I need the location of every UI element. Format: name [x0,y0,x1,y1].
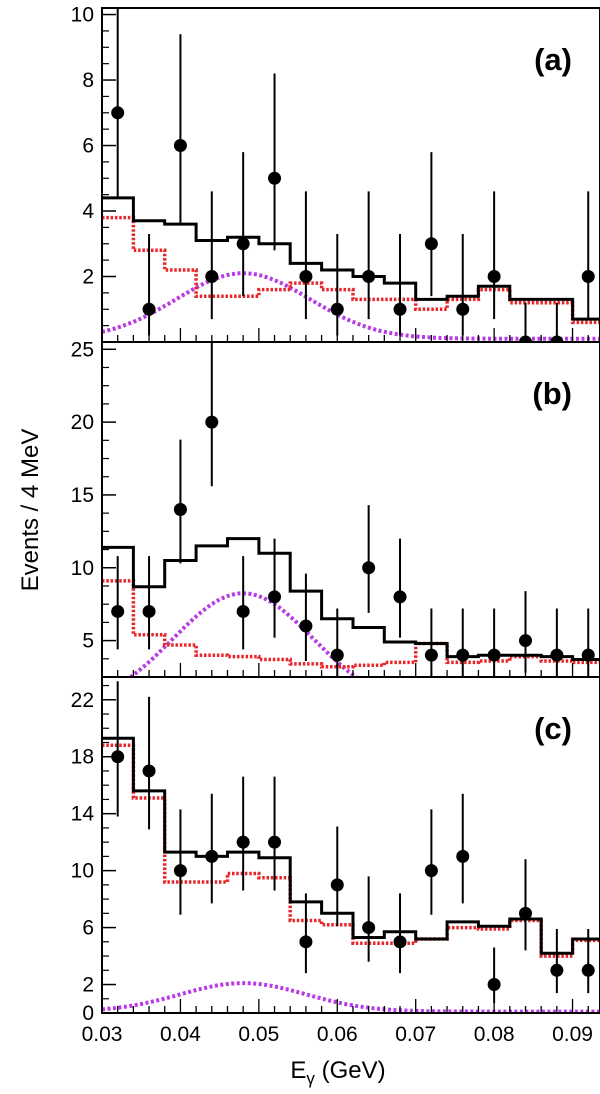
data-point [268,171,282,185]
data-point [424,648,438,662]
total-fit-histogram [102,736,600,955]
data-point [268,590,282,604]
x-tick-label: 0.07 [395,1023,436,1046]
data-point [173,139,187,153]
data-point [456,302,470,316]
y-tick-label: 10 [71,4,94,27]
y-tick-label: 15 [71,484,94,507]
data-point [550,648,564,662]
data-point [299,935,313,949]
data-point [111,750,125,764]
y-tick-label: 14 [71,803,95,826]
data-point [268,835,282,849]
y-axis-title: Events / 4 MeV [17,429,44,592]
data-point [236,604,250,618]
data-point [456,849,470,863]
x-tick-label: 0.08 [474,1023,515,1046]
data-point [142,604,156,618]
y-tick-label: 10 [71,557,94,580]
background-histogram [102,215,600,325]
y-tick-label: 18 [71,746,94,769]
data-point [111,604,125,618]
y-tick-label: 0 [82,1002,94,1025]
data-point [173,503,187,516]
background-histogram [102,579,600,669]
data-point [456,648,470,662]
data-point [393,935,407,949]
data-point [205,415,219,429]
data-point [362,270,376,284]
data-point [518,634,532,648]
y-tick-label: 25 [71,338,94,361]
data-point [362,561,376,575]
data-point [236,835,250,849]
plot-area [102,8,600,342]
y-tick-label: 5 [82,630,94,653]
data-point [550,963,564,977]
data-point [142,764,156,778]
data-point [581,648,595,662]
data-point [362,921,376,935]
data-point [111,106,125,120]
x-tick-label: 0.06 [317,1023,358,1046]
data-point [173,864,187,878]
y-tick-label: 4 [82,200,94,223]
x-axis-title: Eγ (GeV) [290,1057,385,1088]
signal-curve [102,981,600,1013]
panel-label: (a) [534,42,572,77]
y-tick-label: 2 [82,266,94,289]
y-tick-label: 2 [82,974,94,997]
data-point [236,237,250,251]
data-point [487,978,501,992]
data-point [487,270,501,284]
data-point [330,302,344,316]
x-axis-title-unit: (GeV) [315,1057,386,1084]
data-point [330,878,344,892]
data-point [581,270,595,284]
panel-a: 2 4 6 8 10 (a) [71,4,600,343]
x-axis-title-main: E [290,1057,306,1084]
total-fit-histogram [102,537,600,661]
data-point [299,619,313,633]
data-point [205,270,219,284]
y-tick-label: 22 [71,689,94,712]
panel-c: 0 2 6 10 14 18 22 (c) [71,676,600,1025]
y-tick-label: 6 [82,135,94,158]
data-point [205,849,219,863]
data-point [142,302,156,316]
panel-label: (b) [532,376,572,411]
plot-area [102,681,600,1013]
panel-frame [101,7,600,343]
signal-curve [102,271,600,341]
data-point [581,963,595,977]
x-tick-label: 0.09 [552,1023,593,1046]
panel-b: 5 10 15 20 25 (b) [71,338,600,678]
panel-frame [101,676,600,1014]
data-point [518,906,532,920]
signal-curve [127,591,360,677]
plot-area [102,342,600,677]
total-fit-histogram [102,196,600,321]
x-axis-title-subscript: γ [306,1069,315,1088]
data-point [487,648,501,662]
data-point [393,302,407,316]
data-point [393,590,407,604]
panel-label: (c) [534,711,572,746]
y-tick-label: 20 [71,411,94,434]
y-tick-label: 8 [82,69,94,92]
y-tick-label: 6 [82,917,94,940]
x-tick-label: 0.04 [160,1023,201,1046]
data-point [424,864,438,878]
x-tick-label: 0.05 [238,1023,279,1046]
data-point [424,237,438,251]
y-tick-label: 10 [71,860,94,883]
x-tick-label: 0.03 [82,1023,123,1046]
data-point [330,648,344,662]
data-point [299,270,313,284]
